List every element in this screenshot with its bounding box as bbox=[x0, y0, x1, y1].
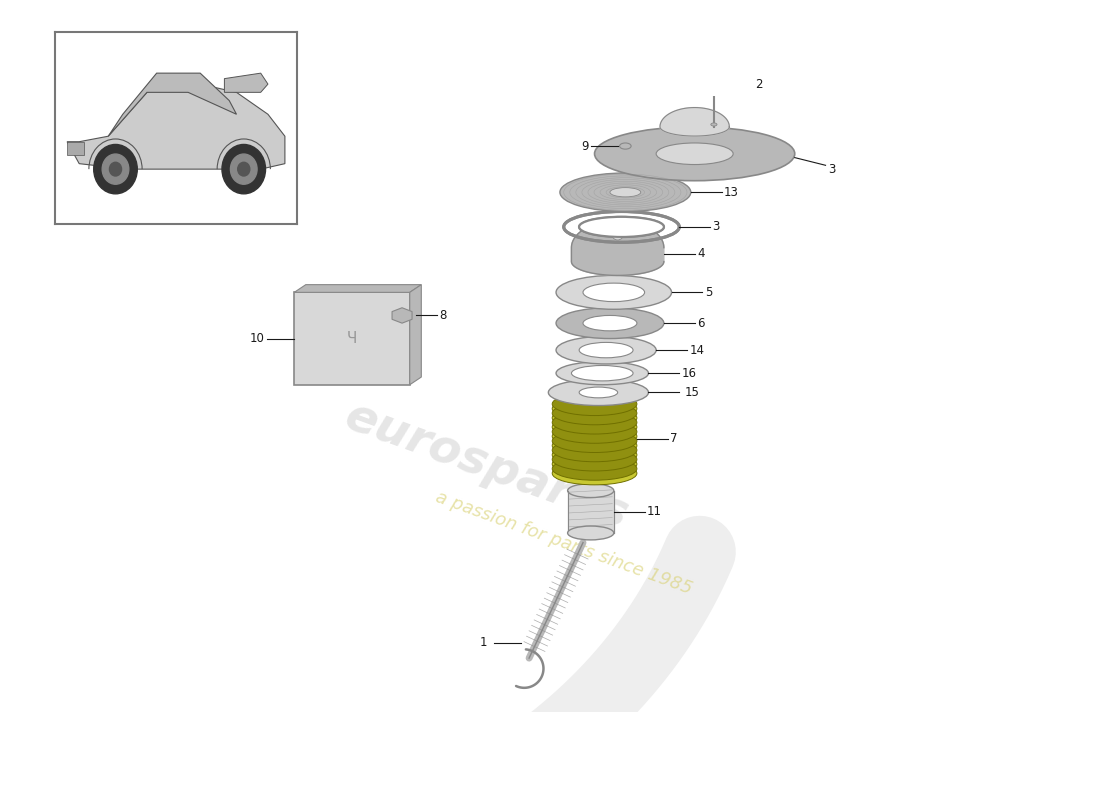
Text: Ч: Ч bbox=[346, 331, 358, 346]
Polygon shape bbox=[572, 221, 663, 275]
Ellipse shape bbox=[594, 126, 794, 181]
Circle shape bbox=[231, 154, 257, 184]
Circle shape bbox=[102, 154, 129, 184]
Ellipse shape bbox=[656, 143, 733, 165]
Ellipse shape bbox=[609, 188, 640, 197]
Ellipse shape bbox=[552, 420, 637, 443]
Text: eurospares: eurospares bbox=[339, 394, 635, 538]
Ellipse shape bbox=[552, 415, 637, 438]
Ellipse shape bbox=[568, 526, 614, 540]
Ellipse shape bbox=[579, 217, 664, 237]
Ellipse shape bbox=[552, 430, 637, 453]
Text: 13: 13 bbox=[724, 186, 739, 198]
Ellipse shape bbox=[560, 173, 691, 211]
Text: 9: 9 bbox=[581, 139, 589, 153]
Text: 14: 14 bbox=[690, 344, 704, 357]
Text: 1: 1 bbox=[480, 636, 486, 650]
Text: 15: 15 bbox=[684, 386, 700, 399]
Ellipse shape bbox=[552, 457, 637, 480]
Ellipse shape bbox=[556, 336, 656, 364]
Polygon shape bbox=[409, 285, 421, 385]
Circle shape bbox=[94, 145, 138, 194]
Circle shape bbox=[238, 162, 250, 176]
Polygon shape bbox=[660, 107, 729, 136]
Ellipse shape bbox=[552, 462, 637, 485]
Polygon shape bbox=[67, 82, 285, 169]
Circle shape bbox=[222, 145, 265, 194]
Polygon shape bbox=[67, 142, 84, 155]
Ellipse shape bbox=[552, 438, 637, 462]
Text: a passion for parts since 1985: a passion for parts since 1985 bbox=[433, 488, 694, 598]
Text: 11: 11 bbox=[647, 506, 662, 518]
Polygon shape bbox=[224, 73, 268, 92]
Ellipse shape bbox=[552, 397, 637, 420]
Ellipse shape bbox=[619, 143, 631, 149]
Ellipse shape bbox=[572, 366, 634, 381]
Ellipse shape bbox=[552, 448, 637, 471]
Ellipse shape bbox=[552, 434, 637, 457]
Text: 5: 5 bbox=[705, 286, 712, 299]
Ellipse shape bbox=[556, 275, 671, 310]
Ellipse shape bbox=[548, 379, 648, 406]
Polygon shape bbox=[295, 285, 421, 292]
Ellipse shape bbox=[552, 443, 637, 466]
Ellipse shape bbox=[568, 484, 614, 498]
Ellipse shape bbox=[583, 283, 645, 302]
Text: 16: 16 bbox=[682, 366, 696, 380]
Text: 8: 8 bbox=[439, 309, 447, 322]
Text: 7: 7 bbox=[670, 432, 678, 445]
Ellipse shape bbox=[579, 342, 634, 358]
Bar bbox=[295, 292, 409, 385]
Ellipse shape bbox=[556, 308, 663, 338]
Ellipse shape bbox=[552, 406, 637, 430]
Text: 2: 2 bbox=[755, 78, 762, 91]
Text: 3: 3 bbox=[713, 220, 719, 234]
Ellipse shape bbox=[556, 362, 649, 385]
Text: 6: 6 bbox=[697, 317, 704, 330]
Ellipse shape bbox=[612, 229, 624, 240]
Ellipse shape bbox=[583, 315, 637, 331]
Polygon shape bbox=[108, 73, 236, 136]
Text: 4: 4 bbox=[697, 247, 704, 260]
Ellipse shape bbox=[579, 217, 664, 237]
Ellipse shape bbox=[710, 86, 718, 90]
Text: 3: 3 bbox=[828, 162, 835, 176]
Ellipse shape bbox=[552, 402, 637, 425]
Ellipse shape bbox=[711, 123, 717, 126]
Polygon shape bbox=[392, 308, 412, 323]
Ellipse shape bbox=[552, 453, 637, 476]
Ellipse shape bbox=[552, 425, 637, 448]
Ellipse shape bbox=[552, 393, 637, 415]
Ellipse shape bbox=[579, 387, 618, 398]
Text: 10: 10 bbox=[250, 332, 265, 345]
Ellipse shape bbox=[552, 411, 637, 434]
Circle shape bbox=[110, 162, 122, 176]
